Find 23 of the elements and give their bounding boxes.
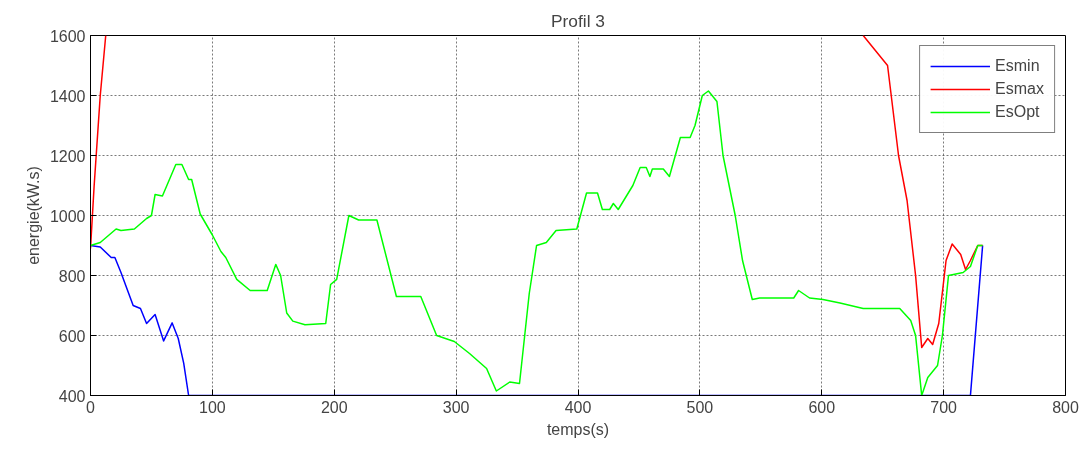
y-tick-label: 1000 <box>49 207 86 225</box>
chart-title: Profil 3 <box>551 10 605 31</box>
x-tick-label: 700 <box>930 398 958 416</box>
x-tick-label: 100 <box>199 398 226 416</box>
legend-label: EsOpt <box>995 103 1040 121</box>
legend-label: Esmin <box>995 57 1040 75</box>
y-tick-label: 600 <box>58 327 86 345</box>
x-axis-title: temps(s) <box>546 420 610 438</box>
y-tick-label: 800 <box>58 267 86 285</box>
x-tick-label: 0 <box>86 398 96 416</box>
x-tick-label: 800 <box>1052 398 1079 416</box>
y-tick-label: 400 <box>58 387 86 405</box>
x-tick-label: 200 <box>320 398 348 416</box>
line-series <box>90 90 984 396</box>
y-tick-label: 1400 <box>49 87 86 105</box>
x-tick-label: 400 <box>564 398 592 416</box>
x-tick-label: 600 <box>808 398 836 416</box>
y-tick-label: 1600 <box>49 27 86 45</box>
y-axis-title: energie(kW.s) <box>24 166 42 265</box>
x-tick-label: 300 <box>442 398 470 416</box>
x-tick-label: 500 <box>686 398 714 416</box>
y-tick-label: 1200 <box>49 147 86 165</box>
legend-label: Esmax <box>995 80 1044 98</box>
